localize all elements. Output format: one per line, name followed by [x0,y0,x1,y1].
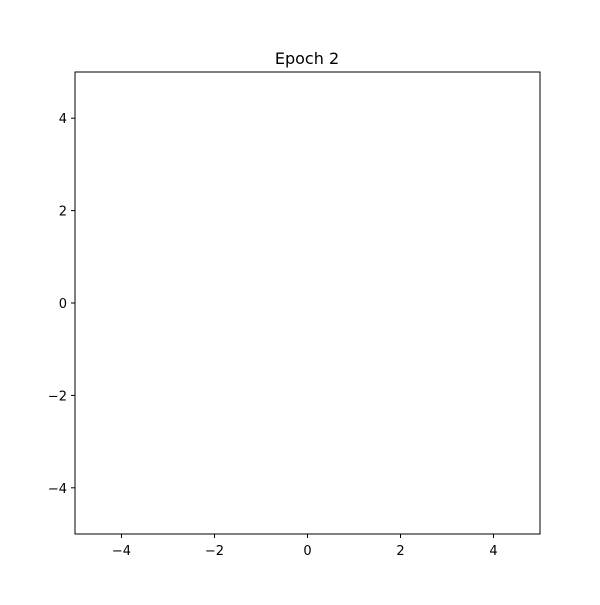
y-tick-label: −2 [48,389,67,404]
chart-title: Epoch 2 [275,49,339,68]
x-tick-label: −2 [205,544,224,559]
y-tick-label: 0 [59,297,67,312]
x-tick-label: 4 [489,544,497,559]
x-tick-label: −4 [112,544,131,559]
y-tick-label: 2 [59,205,67,220]
y-axis: −4 −2 0 2 4 [48,112,75,497]
x-tick-label: 2 [396,544,404,559]
x-axis: −4 −2 0 2 4 [112,534,498,559]
y-tick-label: 4 [59,112,67,127]
y-tick-label: −4 [48,482,67,497]
x-tick-label: 0 [303,544,311,559]
